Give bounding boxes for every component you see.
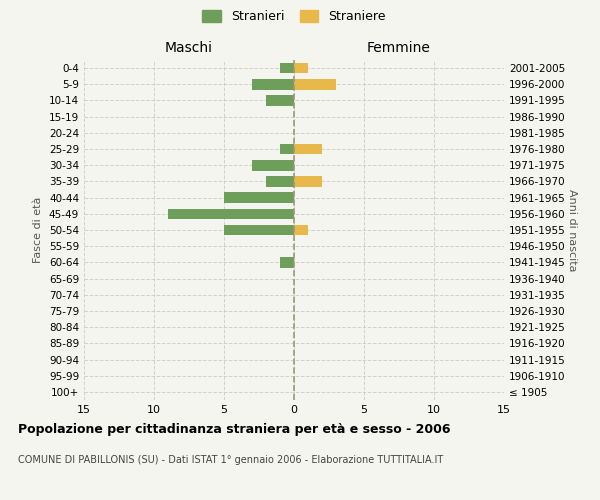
Bar [266,176,294,186]
Text: Popolazione per cittadinanza straniera per età e sesso - 2006: Popolazione per cittadinanza straniera p… [18,422,451,436]
Text: COMUNE DI PABILLONIS (SU) - Dati ISTAT 1° gennaio 2006 - Elaborazione TUTTITALIA: COMUNE DI PABILLONIS (SU) - Dati ISTAT 1… [18,455,443,465]
Bar [280,144,294,154]
Y-axis label: Fasce di età: Fasce di età [34,197,43,263]
Bar [294,224,308,235]
Bar [252,79,294,90]
Bar [168,208,294,219]
Bar [224,224,294,235]
Legend: Stranieri, Straniere: Stranieri, Straniere [199,6,389,27]
Bar [224,192,294,203]
Bar [294,79,336,90]
Bar [266,95,294,106]
Bar [294,63,308,74]
Bar [280,257,294,268]
Y-axis label: Anni di nascita: Anni di nascita [567,188,577,271]
Bar [294,176,322,186]
Bar [294,144,322,154]
Bar [280,63,294,74]
Bar [252,160,294,170]
